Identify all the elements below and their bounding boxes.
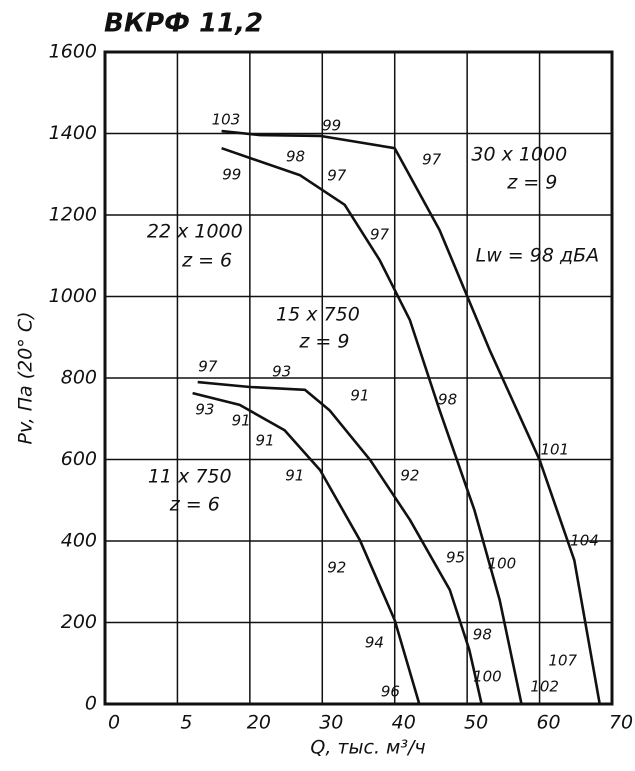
- curve-label: z = 9: [506, 171, 557, 193]
- curve-label: 22 x 1000: [147, 221, 243, 243]
- curve: [221, 129, 601, 705]
- noise-label: 98: [438, 391, 457, 409]
- y-tick-label: 200: [61, 611, 97, 633]
- noise-label: 95: [446, 549, 465, 567]
- noise-label: 97: [198, 357, 218, 375]
- y-tick-label: 0: [85, 693, 97, 715]
- curve: [221, 146, 523, 705]
- x-tick-label: 30: [319, 712, 343, 734]
- curve-label: Lw = 98 дБА: [476, 245, 600, 267]
- x-tick-label: 70: [609, 712, 633, 734]
- y-tick-label: 600: [61, 448, 97, 470]
- noise-label: 93: [195, 401, 214, 419]
- noise-label: 99: [222, 166, 241, 184]
- curve-label: z = 9: [298, 331, 349, 353]
- y-tick-label: 1000: [49, 285, 97, 307]
- noise-label: 98: [286, 148, 305, 166]
- x-tick-label: 50: [464, 712, 488, 734]
- noise-label: 92: [400, 466, 419, 484]
- x-axis-label: Q, тыс. м³/ч: [310, 737, 425, 759]
- curve: [192, 391, 421, 705]
- noise-label: 98: [473, 626, 492, 644]
- curve-label: 15 x 750: [276, 303, 360, 325]
- noise-label: 107: [548, 651, 577, 669]
- x-tick-label: 40: [392, 712, 416, 734]
- noise-label: 100: [488, 554, 517, 572]
- y-tick-label: 1400: [49, 122, 97, 144]
- noise-label: 96: [381, 683, 400, 701]
- curve-label: z = 6: [169, 494, 220, 516]
- chart-title: ВКРФ 11,2: [104, 9, 263, 39]
- curve: [197, 380, 483, 705]
- noise-label: 100: [473, 668, 502, 686]
- x-tick-label: 5: [180, 712, 192, 734]
- noise-label: 103: [212, 111, 241, 129]
- noise-label: 91: [232, 412, 251, 430]
- y-tick-label: 1600: [49, 41, 97, 63]
- noise-label: 92: [327, 558, 346, 576]
- noise-label: 97: [422, 150, 442, 168]
- noise-label: 91: [350, 386, 369, 404]
- curve-label: z = 6: [181, 250, 232, 272]
- noise-label: 97: [327, 166, 347, 184]
- x-tick-label: 60: [536, 712, 560, 734]
- y-tick-label: 1200: [49, 204, 97, 226]
- noise-label: 101: [540, 441, 569, 459]
- y-tick-label: 800: [61, 367, 97, 389]
- noise-label: 99: [322, 117, 341, 135]
- curve-label: 11 x 750: [148, 466, 232, 488]
- noise-label: 102: [530, 677, 559, 695]
- noise-label: 94: [365, 633, 384, 651]
- noise-label: 97: [370, 225, 390, 243]
- y-tick-label: 400: [61, 530, 97, 552]
- y-axis-label: Pv, Па (20° C): [15, 311, 37, 444]
- x-tick-label: 0: [108, 712, 120, 734]
- plot-frame: [103, 50, 614, 706]
- noise-label: 104: [570, 532, 599, 550]
- noise-label: 91: [285, 466, 304, 484]
- x-tick-label: 20: [247, 712, 271, 734]
- curve-label: 30 x 1000: [471, 144, 567, 166]
- noise-label: 93: [272, 362, 291, 380]
- noise-label: 91: [256, 432, 275, 450]
